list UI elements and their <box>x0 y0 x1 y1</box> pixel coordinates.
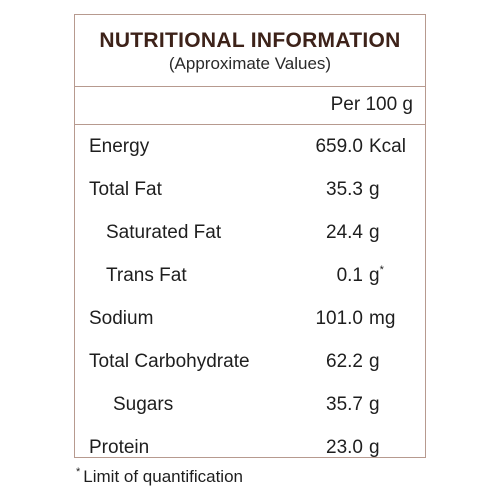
footnote: * Limit of quantification <box>76 466 243 487</box>
panel-title: NUTRITIONAL INFORMATION <box>99 29 401 52</box>
nutrient-value: 62.2 <box>326 351 363 372</box>
nutrient-name: Trans Fat <box>106 265 187 286</box>
divider-top <box>75 86 425 87</box>
footnote-marker: * <box>76 466 81 478</box>
nutrient-name: Total Fat <box>89 179 162 200</box>
nutrient-amount: 659.0 Kcal <box>303 125 425 168</box>
nutrient-row-protein: Protein 23.0 g <box>75 426 425 469</box>
nutrient-name: Energy <box>89 136 150 157</box>
nutrient-amount: 62.2 g <box>303 340 425 383</box>
nutrient-name: Sugars <box>113 394 174 415</box>
nutrient-unit: g <box>369 394 380 415</box>
footnote-text: Limit of quantification <box>83 467 243 486</box>
nutrient-name: Saturated Fat <box>106 222 222 243</box>
nutrient-row-total-carbohydrate: Total Carbohydrate 62.2 g <box>75 340 425 383</box>
nutrient-value: 23.0 <box>326 437 363 458</box>
nutrient-unit: g <box>369 222 380 243</box>
nutrient-name: Sodium <box>89 308 154 329</box>
nutrient-row-total-fat: Total Fat 35.3 g <box>75 168 425 211</box>
nutrient-name: Total Carbohydrate <box>89 351 250 372</box>
nutrient-value: 35.3 <box>326 179 363 200</box>
nutrient-amount: 101.0 mg <box>303 297 425 340</box>
nutrient-value: 24.4 <box>326 222 363 243</box>
nutrient-amount: 35.7 g <box>303 383 425 426</box>
nutrient-amount: 24.4 g <box>303 211 425 254</box>
nutrient-amount: 23.0 g <box>303 426 425 469</box>
nutrient-value: 101.0 <box>315 308 363 329</box>
nutrient-value: 0.1 <box>336 265 363 286</box>
nutrient-unit: mg <box>369 308 396 329</box>
nutrient-unit: g <box>369 351 380 372</box>
nutrient-unit: Kcal <box>369 136 406 157</box>
nutrient-row-saturated-fat: Saturated Fat 24.4 g <box>75 211 425 254</box>
footnote-marker: * <box>379 264 384 276</box>
nutrient-value: 659.0 <box>315 136 363 157</box>
nutrient-value: 35.7 <box>326 394 363 415</box>
nutrient-table: Energy 659.0 Kcal Total Fat 35.3 g Saturat… <box>75 125 425 469</box>
nutrient-row-sodium: Sodium 101.0 mg <box>75 297 425 340</box>
nutrient-row-trans-fat: Trans Fat 0.1 g* <box>75 254 425 297</box>
nutrient-amount: 35.3 g <box>303 168 425 211</box>
divider-header <box>75 124 425 125</box>
nutrient-row-sugars: Sugars 35.7 g <box>75 383 425 426</box>
nutrient-unit: g <box>369 179 380 200</box>
nutrient-unit: g <box>369 437 380 458</box>
nutrient-unit: g <box>369 265 380 286</box>
panel-subtitle: (Approximate Values) <box>168 54 332 73</box>
nutrition-panel: NUTRITIONAL INFORMATION (Approximate Val… <box>74 14 426 458</box>
serving-basis-label: Per 100 g <box>330 94 413 115</box>
nutrient-row-energy: Energy 659.0 Kcal <box>75 125 425 168</box>
nutrient-amount: 0.1 g* <box>303 254 425 300</box>
nutrient-name: Protein <box>89 437 150 458</box>
